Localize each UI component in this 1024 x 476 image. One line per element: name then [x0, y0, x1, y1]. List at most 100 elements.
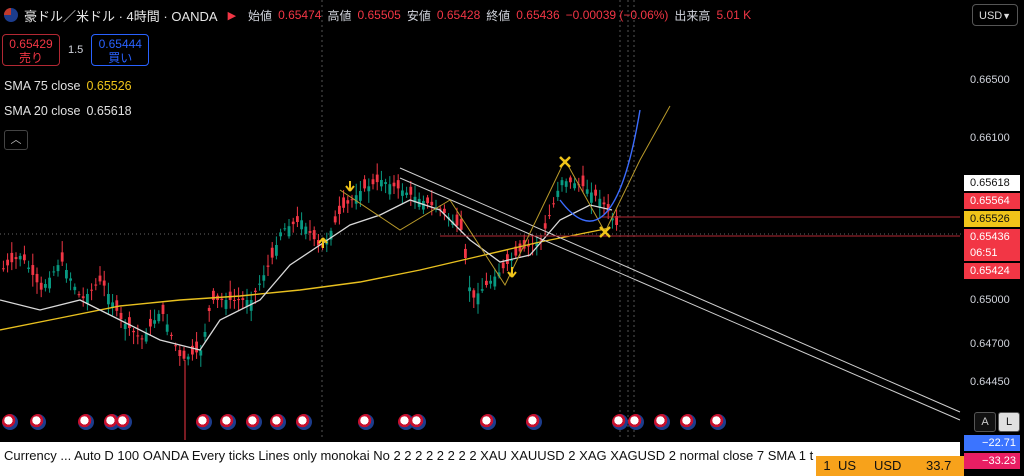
close-value: 0.65436	[516, 8, 560, 22]
candle-body	[346, 200, 350, 204]
candle-body	[241, 298, 245, 300]
candle-body	[228, 291, 232, 300]
candle-body	[77, 294, 81, 296]
currency-selector[interactable]: USD ▼	[972, 4, 1018, 26]
candle-body	[73, 286, 77, 291]
candle-body	[401, 190, 404, 196]
sell-button[interactable]: 0.65429 売り	[2, 34, 60, 66]
candle-body	[6, 259, 9, 266]
trendline	[399, 167, 961, 413]
us-flag-icon[interactable]	[246, 414, 262, 430]
candle-body	[275, 245, 278, 256]
candle-body	[86, 294, 89, 305]
buy-button[interactable]: 0.65444 買い	[91, 34, 150, 66]
candle-body	[233, 299, 236, 301]
candle-body	[279, 232, 282, 237]
sell-label: 売り	[18, 51, 43, 65]
sma75-value: 0.65526	[86, 79, 132, 93]
candle-body	[560, 180, 564, 186]
price-axis-label: 0.65000	[970, 294, 1010, 306]
us-flag-icon[interactable]	[270, 414, 286, 430]
price-chart[interactable]	[0, 0, 964, 440]
us-flag-icon[interactable]	[410, 414, 426, 430]
candle-body	[287, 226, 291, 237]
candle-body	[359, 191, 362, 201]
candle-body	[329, 230, 333, 240]
candle-body	[296, 216, 299, 222]
us-flag-icon[interactable]	[680, 414, 696, 430]
candle-body	[594, 189, 597, 196]
candle-body	[527, 244, 530, 247]
candle-body	[510, 259, 513, 261]
candle-body	[170, 334, 173, 336]
us-flag-icon[interactable]	[358, 414, 374, 430]
alert-flag-icon[interactable]: ▶	[227, 9, 237, 22]
candle-body	[220, 298, 224, 300]
x-marker-icon	[599, 226, 611, 238]
bottom-code-1: US	[838, 458, 857, 473]
ticker-bar	[0, 442, 960, 476]
us-flag-icon[interactable]	[30, 414, 46, 430]
candle-body	[308, 231, 312, 233]
us-flag-icon[interactable]	[628, 414, 644, 430]
candle-body	[140, 338, 144, 340]
indicator-value-blue: −22.71	[964, 435, 1020, 451]
upper-price-tag: 0.65564	[964, 193, 1020, 209]
us-flag-icon[interactable]	[196, 414, 212, 430]
candle-body	[611, 218, 614, 221]
candle-body	[338, 205, 341, 214]
candle-body	[258, 283, 261, 285]
candle-body	[371, 179, 375, 185]
candle-body	[539, 239, 543, 241]
candle-body	[107, 294, 110, 305]
price-axis-label: 0.64450	[970, 376, 1010, 388]
candle-body	[266, 265, 270, 267]
candle-body	[375, 174, 379, 183]
candle-body	[128, 317, 131, 328]
candle-body	[144, 332, 148, 342]
spread-value: 1.5	[68, 44, 84, 56]
candle-body	[18, 255, 22, 260]
candle-body	[224, 300, 228, 309]
candle-body	[363, 179, 366, 189]
us-flag-icon[interactable]	[710, 414, 726, 430]
candle-body	[556, 190, 560, 197]
candle-body	[581, 175, 585, 187]
aud-usd-flag-icon	[4, 8, 18, 22]
candle-body	[598, 198, 602, 208]
chart-header: 豪ドル／米ドル · 4時間 · OANDA ▶ 始値 0.65474 高値 0.65…	[4, 6, 751, 24]
high-label: 高値	[327, 8, 352, 23]
us-flag-icon[interactable]	[220, 414, 236, 430]
us-flag-icon[interactable]	[78, 414, 94, 430]
auto-scale-button[interactable]: A	[974, 412, 996, 432]
au-flag-icon[interactable]	[480, 414, 496, 430]
candle-body	[153, 320, 156, 324]
candle-body	[317, 240, 320, 246]
candle-body	[476, 293, 480, 305]
candle-body	[69, 278, 72, 281]
us-flag-icon[interactable]	[654, 414, 670, 430]
trade-panel: 0.65429 売り 1.5 0.65444 買い	[2, 34, 150, 66]
candle-body	[270, 247, 274, 258]
candle-body	[430, 201, 434, 206]
au-flag-icon[interactable]	[612, 414, 628, 430]
us-flag-icon[interactable]	[2, 414, 18, 430]
candle-body	[354, 195, 358, 204]
symbol-title[interactable]: 豪ドル／米ドル · 4時間 · OANDA	[24, 8, 218, 24]
bar-countdown: 06:51	[964, 245, 1020, 261]
indicator-sma20[interactable]: SMA 20 close 0.65618	[4, 104, 132, 118]
candle-body	[569, 177, 572, 183]
candle-body	[585, 189, 589, 194]
collapse-indicators-button[interactable]: ︿	[4, 130, 28, 150]
buy-label: 買い	[108, 51, 133, 65]
log-scale-button[interactable]: L	[998, 412, 1020, 432]
us-flag-icon[interactable]	[116, 414, 132, 430]
candle-body	[455, 214, 459, 226]
candle-body	[245, 300, 249, 307]
candle-body	[262, 275, 266, 281]
us-flag-icon[interactable]	[296, 414, 312, 430]
indicator-sma75[interactable]: SMA 75 close 0.65526	[4, 79, 132, 93]
us-flag-icon[interactable]	[526, 414, 542, 430]
candle-body	[174, 345, 177, 347]
candle-body	[186, 356, 190, 360]
